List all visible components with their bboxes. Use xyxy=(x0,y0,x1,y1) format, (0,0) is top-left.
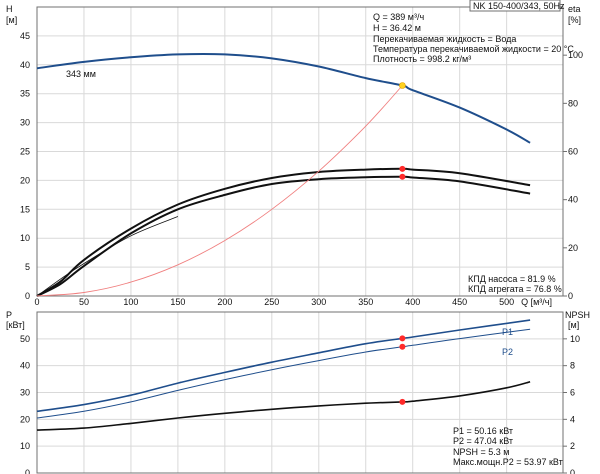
npsh-tick-label: 10 xyxy=(570,334,580,344)
eta-tick-label: 0 xyxy=(568,291,573,301)
power-tick-label: 30 xyxy=(20,388,30,398)
eta-tick-label: 60 xyxy=(568,147,578,157)
top-curves xyxy=(36,52,531,297)
info-npsh: NPSH = 5.3 м xyxy=(453,447,509,457)
y-axis-unit-npsh: [м] xyxy=(568,320,579,330)
y-axis-unit-power: [кВт] xyxy=(6,320,25,330)
npsh-tick-label: 2 xyxy=(570,441,575,451)
bottom-curves xyxy=(36,319,531,431)
power-tick-label: 0 xyxy=(25,468,30,474)
x-tick-label: 500 xyxy=(499,297,514,307)
x-tick-label: 350 xyxy=(358,297,373,307)
x-tick-label: 400 xyxy=(405,297,420,307)
head-tick-label: 10 xyxy=(20,233,30,243)
head-tick-label: 15 xyxy=(20,204,30,214)
p1-power-curve xyxy=(36,319,531,413)
info-liquid: Перекачиваемая жидкость = Вода xyxy=(373,34,516,44)
info-flow: Q = 389 м³/ч xyxy=(373,12,424,22)
npsh-tick-label: 8 xyxy=(570,361,575,371)
eta-tick-label: 80 xyxy=(568,98,578,108)
head-tick-label: 45 xyxy=(20,31,30,41)
eta-ticks: 0 20 40 60 80 100 xyxy=(563,50,583,301)
power-ticks: 0 10 20 30 40 50 xyxy=(20,334,30,474)
y-axis-label-power: P xyxy=(6,310,12,320)
y-axis-label-eta: eta xyxy=(568,4,581,14)
x-tick-label: 0 xyxy=(34,297,39,307)
head-tick-label: 20 xyxy=(20,175,30,185)
npsh-curve xyxy=(36,381,531,431)
grid-bottom xyxy=(36,312,563,474)
power-npsh-panel: P [кВт] NPSH [м] 0 10 20 30 40 50 0 2 4 6 8 10 P1 … xyxy=(6,310,590,474)
power-tick-label: 20 xyxy=(20,414,30,424)
operating-point-head xyxy=(399,82,406,89)
info-pump-efficiency: КПД насоса = 81.9 % xyxy=(468,274,556,284)
efficiency-thin-curve xyxy=(36,216,179,297)
p2-power-curve xyxy=(36,328,531,419)
npsh-ticks: 0 2 4 6 8 10 xyxy=(563,334,580,474)
info-max-power: Макс.мощн.P2 = 53.97 кВт xyxy=(453,457,563,467)
operating-point-p1 xyxy=(399,335,406,342)
info-density: Плотность = 998.2 кг/м³ xyxy=(373,54,471,64)
info-unit-efficiency: КПД агрегата = 76.8 % xyxy=(468,284,562,294)
impeller-diameter-label: 343 мм xyxy=(66,69,96,79)
info-p1: P1 = 50.16 кВт xyxy=(453,426,513,436)
x-tick-label: 250 xyxy=(264,297,279,307)
flow-ticks: 0 50 100 150 200 250 300 350 400 450 500 xyxy=(34,297,514,307)
system-curve-curve xyxy=(36,85,403,297)
top-operating-points xyxy=(399,82,406,180)
head-tick-label: 30 xyxy=(20,118,30,128)
head-ticks: 0 5 10 15 20 25 30 35 40 45 xyxy=(20,31,30,301)
info-temperature: Температура перекачиваемой жидкости = 20… xyxy=(373,44,574,54)
npsh-tick-label: 6 xyxy=(570,388,575,398)
eta-tick-label: 40 xyxy=(568,195,578,205)
efficiency-pump-curve xyxy=(36,167,531,297)
x-tick-label: 450 xyxy=(452,297,467,307)
head-tick-label: 40 xyxy=(20,60,30,70)
eta-tick-label: 100 xyxy=(568,50,583,60)
npsh-tick-label: 4 xyxy=(570,414,575,424)
operating-point-p2 xyxy=(399,343,406,350)
x-tick-label: 50 xyxy=(79,297,89,307)
x-tick-label: 200 xyxy=(217,297,232,307)
x-tick-label: 100 xyxy=(123,297,138,307)
bottom-operating-points xyxy=(399,335,406,405)
y-axis-label-head: H xyxy=(6,4,13,14)
info-p2: P2 = 47.04 кВт xyxy=(453,436,513,446)
power-tick-label: 50 xyxy=(20,334,30,344)
head-tick-label: 35 xyxy=(20,89,30,99)
eta-tick-label: 20 xyxy=(568,243,578,253)
npsh-tick-label: 0 xyxy=(570,468,575,474)
operating-point-pump-efficiency xyxy=(399,165,406,172)
operating-point-npsh xyxy=(399,398,406,405)
head-efficiency-panel: H [м] eta [%] 0 5 10 15 20 25 30 35 40 45 0 20 40 60… xyxy=(6,0,583,307)
power-tick-label: 10 xyxy=(20,441,30,451)
power-tick-label: 40 xyxy=(20,361,30,371)
info-head: H = 36.42 м xyxy=(373,23,421,33)
title-box xyxy=(469,0,561,12)
x-tick-label: 150 xyxy=(170,297,185,307)
x-tick-label: 300 xyxy=(311,297,326,307)
head-tick-label: 25 xyxy=(20,147,30,157)
y-axis-unit-head: [м] xyxy=(6,15,17,25)
y-axis-label-npsh: NPSH xyxy=(565,310,590,320)
head-tick-label: 0 xyxy=(25,291,30,301)
pump-model-title: NK 150-400/343, 50Hz xyxy=(473,1,565,11)
operating-point-unit-efficiency xyxy=(399,173,406,180)
efficiency-unit-curve xyxy=(36,175,531,297)
head-tick-label: 5 xyxy=(25,262,30,272)
series-label-p2: P2 xyxy=(502,347,513,357)
x-axis-label: Q [м³/ч] xyxy=(521,297,552,307)
y-axis-unit-eta: [%] xyxy=(568,15,581,25)
head-curve xyxy=(36,52,531,144)
